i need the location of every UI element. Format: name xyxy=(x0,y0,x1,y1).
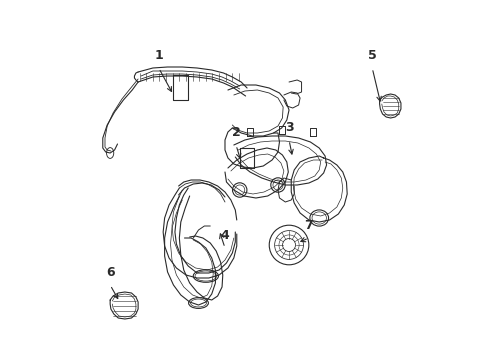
Text: 3: 3 xyxy=(284,121,293,134)
Text: 2: 2 xyxy=(231,126,240,139)
Text: 6: 6 xyxy=(105,266,114,279)
Text: 7: 7 xyxy=(304,219,313,231)
Text: 4: 4 xyxy=(220,229,229,242)
Text: 1: 1 xyxy=(154,49,163,62)
Text: 5: 5 xyxy=(367,49,376,62)
